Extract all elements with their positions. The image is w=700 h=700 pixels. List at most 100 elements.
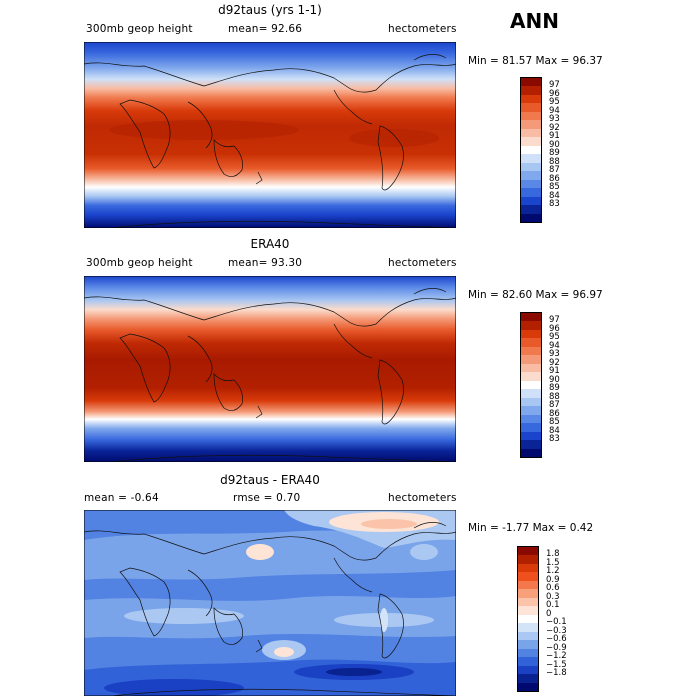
panel-2-minmax-label: Min = 82.60 Max = 96.97 bbox=[468, 289, 603, 301]
panel-3-colorbar-cell bbox=[518, 572, 538, 581]
panel-2-colorbar-label: 96 bbox=[549, 323, 560, 334]
panel-2-colorbar-cell bbox=[521, 363, 541, 373]
panel-2-mean-label: mean= 93.30 bbox=[228, 257, 303, 269]
panel-1-colorbar-label: 88 bbox=[549, 156, 560, 167]
panel-3-colorbar-cell bbox=[518, 657, 538, 666]
panel-1-colorbar-label: 94 bbox=[549, 105, 560, 116]
panel-2-colorbar-label: 90 bbox=[549, 374, 560, 385]
panel-2-title: ERA40 bbox=[250, 237, 290, 251]
panel-1-colorbar-label: 85 bbox=[549, 182, 560, 193]
panel-2-colorbar-cell bbox=[521, 380, 541, 390]
panel-1-colorbar-label: 86 bbox=[549, 173, 560, 184]
panel-3-colorbar-cell bbox=[518, 614, 538, 624]
panel-2-colorbar-cell bbox=[521, 321, 541, 330]
panel-2-colorbar-labels: 97 96 95 94 93 92 91 90 89 88 87 86 85 84 83 bbox=[549, 312, 589, 458]
panel-2-colorbar-label: 93 bbox=[549, 349, 560, 360]
panel-2-colorbar-label: 91 bbox=[549, 366, 560, 377]
panel-2-colorbar-label: 95 bbox=[549, 332, 560, 343]
panel-3-colorbar-cell bbox=[518, 648, 538, 658]
panel-3-colorbar-label: 0.9 bbox=[546, 574, 560, 585]
panel-3-colorbar-labels: 1.8 1.5 1.2 0.9 0.6 0.3 0.1 0 −0.1 −0.3 −0.6 −0.9 −1… bbox=[546, 546, 586, 692]
panel-3-colorbar-cell bbox=[518, 640, 538, 649]
panel-1-colorbar-label: 96 bbox=[549, 88, 560, 99]
panel-1-units-label: hectometers bbox=[388, 23, 457, 35]
panel-1-colorbar-cell bbox=[521, 128, 541, 138]
panel-3-units-label: hectometers bbox=[388, 492, 457, 504]
panel-3-colorbar bbox=[517, 546, 539, 692]
season-label: ANN bbox=[510, 9, 559, 33]
panel-3-colorbar-label: 0.6 bbox=[546, 583, 560, 594]
panel-1-colorbar-label: 92 bbox=[549, 122, 560, 133]
panel-2-coastlines bbox=[84, 288, 456, 462]
panel-3-colorbar-label: 1.2 bbox=[546, 566, 560, 577]
panel-2-colorbar-label: 92 bbox=[549, 357, 560, 368]
panel-1-colorbar-cell bbox=[521, 188, 541, 197]
panel-3-minmax-label: Min = -1.77 Max = 0.42 bbox=[468, 522, 594, 534]
panel-2-colorbar-label: 94 bbox=[549, 340, 560, 351]
panel-1-colorbar-cell bbox=[521, 213, 541, 222]
panel-3-colorbar-label: 0 bbox=[546, 608, 552, 619]
panel-3-colorbar-cell bbox=[518, 606, 538, 615]
panel-2-colorbar-cell bbox=[521, 440, 541, 449]
panel-3-colorbar-cell bbox=[518, 674, 538, 683]
panel-3-colorbar-label: 0.3 bbox=[546, 591, 560, 602]
panel-1-colorbar-cell bbox=[521, 145, 541, 155]
panel-3-coastlines bbox=[84, 522, 456, 696]
panel-1-coastlines bbox=[84, 54, 456, 228]
panel-2-colorbar bbox=[520, 312, 542, 458]
panel-1-colorbar-cell bbox=[521, 154, 541, 163]
panel-3-colorbar-cell bbox=[518, 547, 538, 556]
panel-2-colorbar-cell bbox=[521, 423, 541, 432]
panel-3-colorbar-label: −1.2 bbox=[546, 651, 567, 662]
panel-1-colorbar-label: 90 bbox=[549, 139, 560, 150]
panel-2-colorbar-cell bbox=[521, 372, 541, 381]
panel-2-colorbar-cell bbox=[521, 329, 541, 339]
panel-1-colorbar-label: 84 bbox=[549, 190, 560, 201]
panel-3-colorbar-cell bbox=[518, 623, 538, 632]
panel-1-colorbar-cell bbox=[521, 171, 541, 180]
panel-1-colorbar-label: 91 bbox=[549, 131, 560, 142]
panel-1-map bbox=[84, 42, 456, 228]
panel-1-colorbar-label: 97 bbox=[549, 80, 560, 91]
panel-2-colorbar-cell bbox=[521, 355, 541, 364]
panel-3-colorbar-label: 1.5 bbox=[546, 557, 560, 568]
panel-1-colorbar-label: 83 bbox=[549, 199, 560, 210]
panel-3-mean-label: mean = -0.64 bbox=[84, 492, 159, 504]
panel-3-map bbox=[84, 510, 456, 696]
panel-1-colorbar-labels: 97 96 95 94 93 92 91 90 89 88 87 86 85 84 83 bbox=[549, 77, 589, 223]
panel-2-variable-label: 300mb geop height bbox=[86, 257, 193, 269]
panel-2-colorbar-cell bbox=[521, 338, 541, 347]
panel-1-colorbar-cell bbox=[521, 179, 541, 189]
panel-1-colorbar-cell bbox=[521, 86, 541, 95]
panel-2-colorbar-label: 86 bbox=[549, 408, 560, 419]
panel-2-colorbar-label: 88 bbox=[549, 391, 560, 402]
panel-1-variable-label: 300mb geop height bbox=[86, 23, 193, 35]
panel-3-colorbar-cell bbox=[518, 555, 538, 564]
panel-2-colorbar-label: 85 bbox=[549, 417, 560, 428]
panel-3-colorbar-cell bbox=[518, 563, 538, 573]
panel-2-map bbox=[84, 276, 456, 462]
panel-3-colorbar-label: 0.1 bbox=[546, 600, 560, 611]
panel-1-colorbar-label: 93 bbox=[549, 114, 560, 125]
panel-1-colorbar-cell bbox=[521, 137, 541, 146]
panel-3-colorbar-cell bbox=[518, 589, 538, 598]
panel-3-colorbar-label: −0.6 bbox=[546, 634, 567, 645]
panel-3-colorbar-label: 1.8 bbox=[546, 549, 560, 560]
panel-1-colorbar-label: 87 bbox=[549, 165, 560, 176]
panel-2-colorbar-cell bbox=[521, 448, 541, 457]
panel-2-colorbar-cell bbox=[521, 389, 541, 398]
panel-2-colorbar-label: 83 bbox=[549, 434, 560, 445]
panel-1-colorbar-cell bbox=[521, 94, 541, 104]
panel-1-colorbar-label: 95 bbox=[549, 97, 560, 108]
panel-3-colorbar-label: −1.5 bbox=[546, 659, 567, 670]
panel-3-colorbar-cell bbox=[518, 631, 538, 641]
panel-3-rmse-label: rmse = 0.70 bbox=[233, 492, 301, 504]
panel-3-colorbar-cell bbox=[518, 580, 538, 590]
panel-1-colorbar-cell bbox=[521, 196, 541, 206]
panel-2-colorbar-cell bbox=[521, 414, 541, 424]
panel-1-colorbar-cell bbox=[521, 205, 541, 214]
panel-1-colorbar-label: 89 bbox=[549, 148, 560, 159]
panel-1-colorbar-cell bbox=[521, 103, 541, 112]
panel-1-colorbar bbox=[520, 77, 542, 223]
panel-3-colorbar-label: −0.9 bbox=[546, 642, 567, 653]
